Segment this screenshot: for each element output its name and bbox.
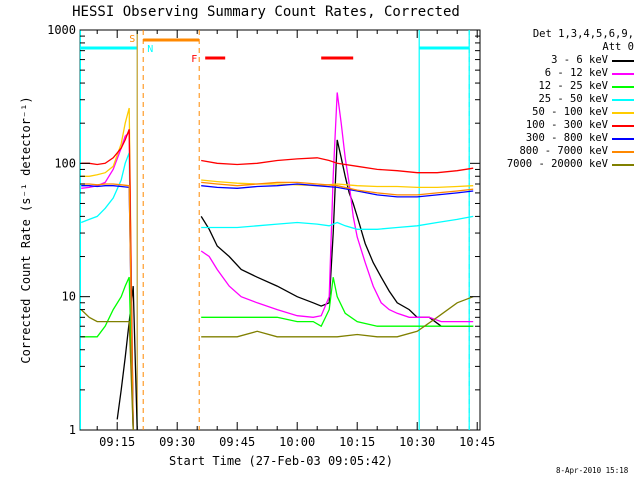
series-line [81, 183, 474, 431]
x-tick-label: 10:30 [399, 435, 435, 449]
flare-label: F [191, 54, 197, 65]
legend-swatch [612, 59, 634, 62]
series-line [81, 107, 474, 431]
legend-swatch [612, 98, 634, 101]
legend-label: 6 - 12 keV [544, 67, 608, 79]
legend-label: 7000 - 20000 keV [506, 158, 608, 170]
legend-label: 300 - 800 keV [525, 132, 608, 144]
series-line [80, 152, 474, 431]
legend-swatch [612, 85, 634, 88]
legend-title: Det 1,3,4,5,6,9, [532, 28, 634, 40]
y-axis-label: Corrected Count Rate (s⁻¹ detector⁻¹) [19, 96, 33, 363]
legend-item: 6 - 12 keV [482, 67, 638, 80]
chart-title: HESSI Observing Summary Count Rates, Cor… [72, 4, 460, 20]
legend-item: 12 - 25 keV [482, 80, 638, 93]
y-tick-label: 1000 [47, 23, 76, 37]
legend-label: 3 - 6 keV [551, 54, 608, 66]
legend-item: 50 - 100 keV [482, 106, 638, 119]
y-tick-label: 100 [54, 156, 76, 170]
legend-item: 25 - 50 keV [482, 93, 638, 106]
axes: 09:15 09:30 09:45 10:00 10:15 10:30 10:45 1 10 10… [47, 23, 495, 449]
legend-swatch [612, 163, 634, 166]
series-line [80, 296, 474, 431]
x-axis-label: Start Time (27-Feb-03 09:05:42) [169, 454, 393, 468]
legend-item: 7000 - 20000 keV [482, 158, 638, 171]
plot-frame [79, 29, 481, 431]
legend-swatch [612, 72, 634, 75]
series-line [81, 181, 474, 431]
legend-label: 25 - 50 keV [538, 93, 608, 105]
legend-swatch [612, 111, 634, 114]
orbit-markers: S N F [79, 30, 470, 430]
x-tick-label: 10:15 [339, 435, 375, 449]
series-line [81, 92, 474, 431]
night-label: N [147, 44, 153, 55]
legend-swatch [612, 124, 634, 127]
legend-swatch [612, 137, 634, 140]
x-tick-label: 10:00 [279, 435, 315, 449]
legend-item: 3 - 6 keV [482, 54, 638, 67]
series-line [81, 276, 474, 431]
saa-label: S [129, 34, 135, 45]
legend-label: 800 - 7000 keV [519, 145, 608, 157]
series-line [81, 129, 474, 431]
legend-item: 800 - 7000 keV [482, 145, 638, 158]
legend: Det 1,3,4,5,6,9, Att 0 3 - 6 keV 6 - 12 k… [482, 28, 638, 171]
y-tick-label: 10 [62, 290, 76, 304]
legend-swatch [612, 150, 634, 153]
legend-item: 300 - 800 keV [482, 132, 638, 145]
x-tick-label: 09:30 [159, 435, 195, 449]
x-tick-label: 09:15 [99, 435, 135, 449]
series-lines [80, 92, 474, 431]
x-tick-label: 09:45 [219, 435, 255, 449]
legend-subtitle: Att 0 [602, 41, 634, 53]
legend-label: 50 - 100 keV [532, 106, 608, 118]
legend-label: 100 - 300 keV [525, 119, 608, 131]
timestamp: 8-Apr-2010 15:18 [556, 466, 629, 475]
x-tick-label: 10:45 [459, 435, 495, 449]
y-tick-label: 1 [69, 423, 76, 437]
legend-label: 12 - 25 keV [538, 80, 608, 92]
legend-item: 100 - 300 keV [482, 119, 638, 132]
